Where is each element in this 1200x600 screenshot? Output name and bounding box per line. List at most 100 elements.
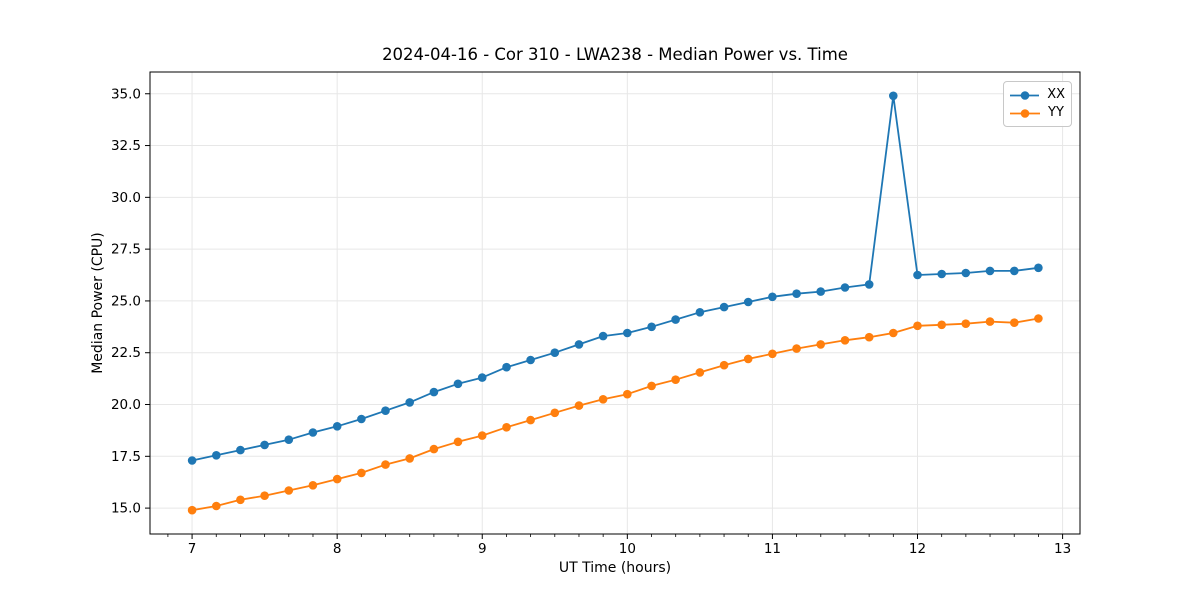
- series-xx-marker: [743, 297, 753, 307]
- series-xx-marker: [477, 373, 487, 382]
- series-xx-marker: [284, 435, 294, 445]
- series-yy-marker: [526, 415, 535, 425]
- legend-swatch-icon: [1010, 108, 1040, 118]
- series-yy-line: [191, 317, 1040, 512]
- series-xx-marker: [889, 91, 898, 101]
- series-xx-marker: [453, 379, 463, 389]
- series-xx-marker: [1010, 266, 1019, 276]
- y-tick-label: 27.5: [111, 242, 141, 258]
- series-xx-marker: [260, 440, 269, 450]
- y-tick-label: 15.0: [111, 501, 141, 517]
- series-yy-marker: [864, 332, 874, 342]
- series-xx-marker: [308, 428, 318, 437]
- series-yy-marker: [308, 481, 318, 490]
- x-tick-label: 8: [333, 541, 342, 557]
- x-tick-label: 11: [764, 541, 781, 557]
- series-xx-marker: [332, 422, 342, 431]
- series-xx-marker: [381, 406, 390, 416]
- legend: XX YY: [1003, 81, 1072, 127]
- series-xx-marker: [961, 268, 971, 278]
- series-yy-marker: [840, 336, 850, 345]
- series-xx-marker: [405, 398, 415, 407]
- series-xx-marker: [212, 451, 221, 460]
- series-xx-marker: [671, 315, 680, 324]
- series-xx-marker: [864, 280, 874, 289]
- series-yy-marker: [816, 340, 825, 349]
- y-tick-label: 35.0: [111, 86, 141, 102]
- plot-border: [149, 71, 1081, 535]
- series-xx-marker: [985, 266, 995, 276]
- series-yy-marker: [405, 454, 415, 463]
- series-yy-marker: [743, 354, 753, 364]
- y-tick-label: 22.5: [111, 345, 141, 361]
- series-xx-marker: [357, 414, 366, 424]
- series-yy-marker: [357, 468, 366, 478]
- series-yy-marker: [332, 474, 342, 484]
- series-xx-marker: [647, 322, 656, 332]
- series-xx-marker: [236, 445, 245, 455]
- series-yy-marker: [550, 408, 560, 418]
- legend-label: YY: [1048, 105, 1064, 120]
- series-yy-marker: [260, 491, 269, 501]
- series-yy-marker: [502, 423, 511, 432]
- y-tick-label: 20.0: [111, 397, 141, 413]
- series-xx-marker: [623, 328, 632, 338]
- x-tick-label: 7: [188, 541, 197, 557]
- legend-item-xx: XX: [1010, 88, 1065, 102]
- series-xx-marker: [187, 456, 197, 465]
- x-tick-label: 13: [1054, 541, 1071, 557]
- series-yy-marker: [695, 368, 705, 377]
- series-xx-marker: [550, 348, 560, 358]
- y-tick-label: 32.5: [111, 138, 141, 154]
- series-xx-marker: [840, 283, 850, 292]
- series-xx-marker: [1034, 263, 1043, 273]
- legend-item-yy: YY: [1010, 106, 1065, 120]
- series-xx-marker: [768, 292, 777, 302]
- series-xx-marker: [816, 287, 825, 296]
- legend-label: XX: [1047, 87, 1065, 102]
- series-xx-marker: [719, 302, 729, 312]
- y-axis-label: Median Power (CPU): [90, 232, 106, 374]
- series-yy-marker: [671, 375, 680, 385]
- series-xx-marker: [502, 362, 511, 372]
- series-yy-marker: [1010, 318, 1019, 328]
- series-xx-marker: [695, 308, 705, 317]
- series-yy-marker: [1034, 314, 1043, 323]
- series-yy-marker: [598, 395, 608, 404]
- x-axis-label: UT Time (hours): [558, 560, 672, 576]
- y-tick-label: 25.0: [111, 293, 141, 309]
- series-yy-marker: [719, 360, 729, 370]
- series-yy-marker: [187, 505, 197, 515]
- series-yy-marker: [985, 317, 995, 326]
- series-yy-marker: [913, 321, 922, 331]
- y-tick-label: 17.5: [111, 449, 141, 465]
- series-yy-marker: [284, 486, 294, 495]
- series-xx-marker: [913, 270, 922, 280]
- series-xx-marker: [937, 269, 946, 279]
- series-yy-marker: [647, 381, 656, 391]
- series-yy-marker: [574, 401, 584, 410]
- series-xx-marker: [526, 355, 535, 365]
- series-yy-marker: [381, 460, 390, 469]
- y-tick-label: 30.0: [111, 190, 141, 206]
- series-yy-marker: [429, 444, 439, 454]
- x-tick-label: 9: [478, 541, 487, 557]
- x-tick-label: 12: [909, 541, 926, 557]
- series-yy-marker: [453, 437, 463, 447]
- series-yy-marker: [937, 320, 946, 330]
- series-xx-marker: [792, 289, 801, 299]
- series-yy-marker: [212, 501, 221, 511]
- series-xx-line: [191, 94, 1040, 462]
- series-xx-marker: [429, 387, 439, 397]
- series-yy-marker: [961, 319, 971, 329]
- series-yy-marker: [623, 389, 632, 399]
- chart-title: 2024-04-16 - Cor 310 - LWA238 - Median P…: [382, 45, 848, 64]
- series-yy-marker: [236, 495, 245, 505]
- series-xx-marker: [574, 340, 584, 349]
- series-yy-marker: [889, 328, 898, 338]
- series-xx-marker: [598, 331, 608, 341]
- series-yy-marker: [792, 344, 801, 353]
- legend-swatch-icon: [1010, 90, 1040, 100]
